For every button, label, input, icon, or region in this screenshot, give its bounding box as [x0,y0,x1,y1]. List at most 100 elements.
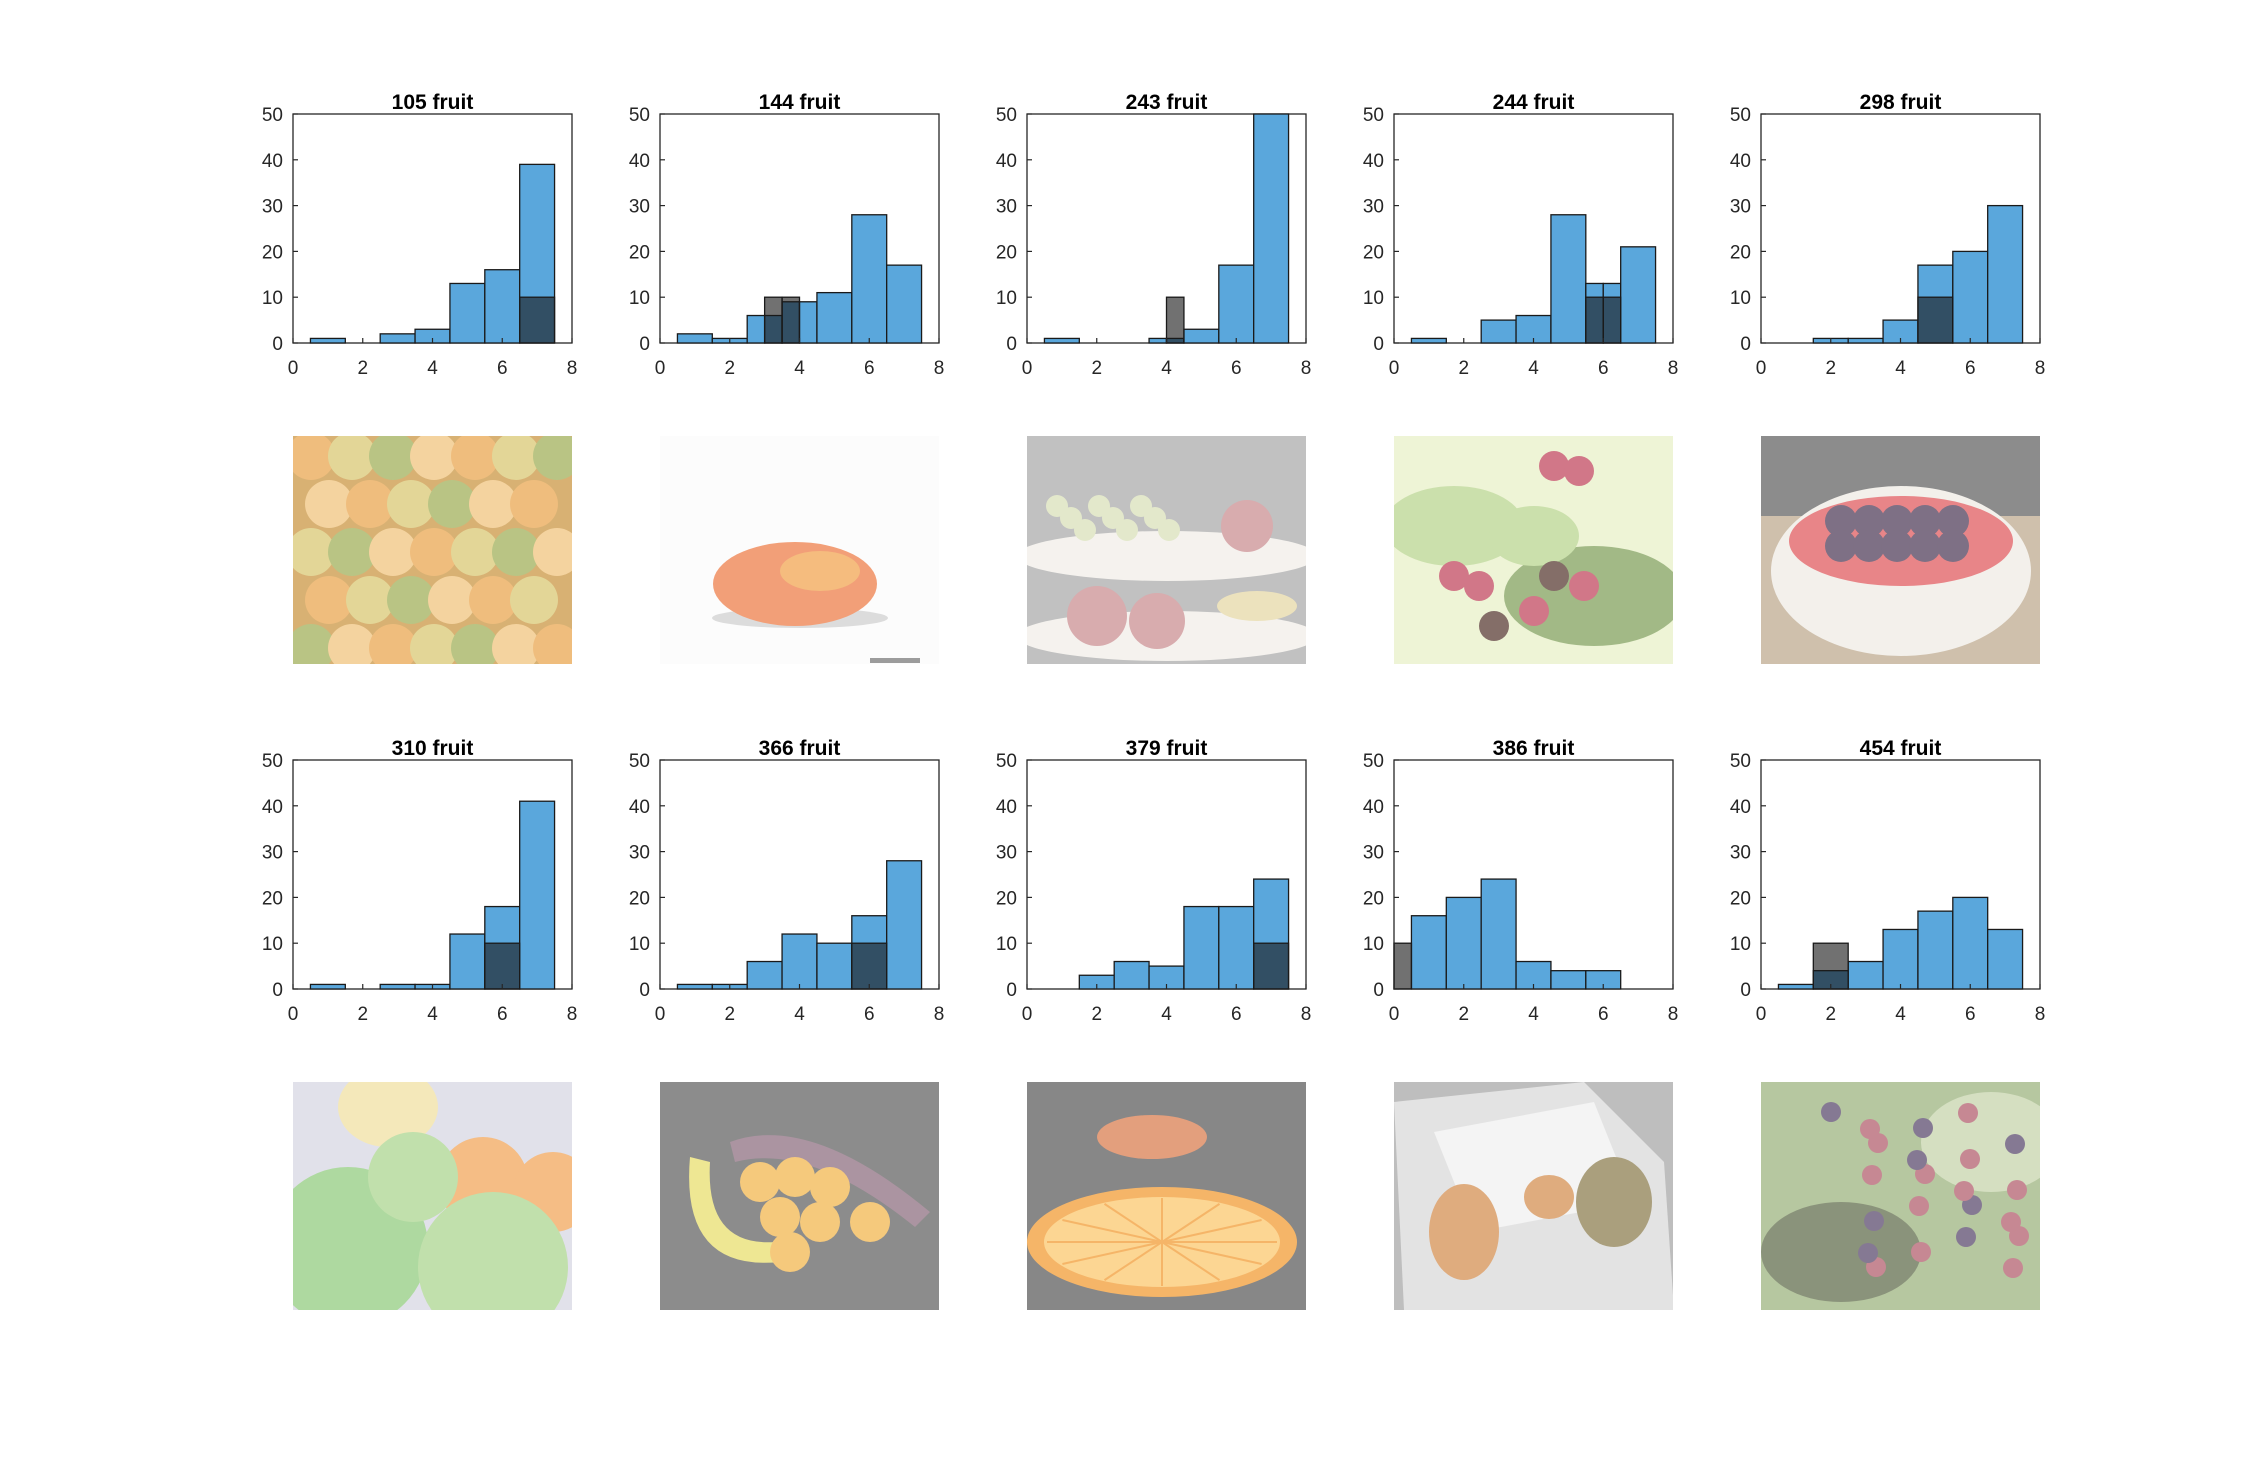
bar-3 [1480,319,1517,344]
x-tick-label: 2 [1091,358,1102,379]
histogram-bars [1777,896,2024,990]
x-tick-label: 4 [794,1004,805,1025]
y-tick-label: 30 [1363,197,1384,218]
bar-1 [1777,983,1814,990]
y-tick-label: 30 [629,843,650,864]
y-tick-label: 50 [996,751,1017,772]
fruit-photo-6 [293,1082,572,1310]
y-tick-label: 0 [1740,334,1751,355]
bar-6 [1218,905,1255,990]
bar-6 [1183,328,1220,344]
x-tick-label: 2 [1458,1004,1469,1025]
y-tick-label: 40 [1730,797,1751,818]
histogram-bars [1043,113,1290,344]
y-tick-label: 30 [629,197,650,218]
y-tick-label: 0 [1373,334,1384,355]
y-tick-label: 50 [629,751,650,772]
fruit-photo-2 [660,436,939,664]
x-tick-label: 2 [357,1004,368,1025]
bar-4 [1480,878,1517,990]
bar-3 [379,983,416,990]
bar-1 [676,333,713,344]
y-tick-label: 10 [629,934,650,955]
histogram-panel-7: 0 2 4 6 8 0 10 20 30 40 50 366 fruit [629,737,944,1025]
y-tick-label: 20 [996,242,1017,263]
x-tick-label: 6 [1598,358,1609,379]
overlay-bar-6 [484,942,521,990]
y-tick-label: 40 [1363,151,1384,172]
bar-5 [1917,910,1954,990]
y-tick-label: 40 [1363,797,1384,818]
panel-title: 454 fruit [1860,737,1942,760]
y-tick-label: 30 [996,843,1017,864]
y-tick-label: 30 [1730,843,1751,864]
bar-1 [309,983,346,990]
bar-9 [886,264,923,344]
y-tick-label: 20 [1730,242,1751,263]
y-tick-label: 40 [629,797,650,818]
y-tick-label: 0 [272,980,283,1001]
y-tick-label: 10 [262,288,283,309]
x-tick-label: 8 [934,358,945,379]
bar-7 [1987,928,2024,990]
y-tick-label: 0 [1373,980,1384,1001]
overlay-bar-7 [1602,296,1622,344]
histogram-panel-10: 0 2 4 6 8 0 10 20 30 40 50 454 fruit [1730,737,2045,1025]
bar-1 [676,983,713,990]
histogram-panel-8: 0 2 4 6 8 0 10 20 30 40 50 379 fruit [996,737,1311,1025]
bar-4 [1148,337,1168,344]
overlay-bar-1 [1393,942,1413,990]
bar-5 [449,933,486,990]
panel-title: 243 fruit [1126,91,1208,114]
bar-1 [1410,337,1447,344]
y-tick-label: 10 [996,934,1017,955]
histogram-panel-6: 0 2 4 6 8 0 10 20 30 40 50 310 fruit [262,737,577,1025]
y-tick-label: 0 [272,334,283,355]
y-tick-label: 40 [1730,151,1751,172]
bar-7 [519,800,556,990]
x-tick-label: 6 [864,1004,875,1025]
bar-3 [1445,896,1482,990]
x-tick-label: 8 [1301,358,1312,379]
overlay-bar-7 [1253,942,1290,990]
x-tick-label: 8 [1668,1004,1679,1025]
x-tick-label: 6 [497,358,508,379]
histogram-panel-2: 0 2 4 6 8 0 10 20 30 40 50 144 fruit [629,91,944,379]
y-tick-label: 50 [262,105,283,126]
bar-4 [1882,928,1919,990]
panel-title: 144 fruit [759,91,841,114]
overlay-bar-2 [1812,942,1849,990]
histogram-bars [1812,204,2024,344]
x-tick-label: 2 [1091,1004,1102,1025]
y-tick-label: 30 [262,197,283,218]
y-tick-label: 20 [1730,888,1751,909]
histogram-panel-4: 0 2 4 6 8 0 10 20 30 40 50 244 fruit [1363,91,1678,379]
overlay-bar-5 [1165,296,1185,344]
bar-3 [746,314,766,344]
fruit-photo-1 [293,436,572,664]
fruit-photo-4 [1394,436,1673,664]
y-tick-label: 30 [1363,843,1384,864]
x-tick-label: 0 [1389,358,1400,379]
x-tick-label: 6 [1598,1004,1609,1025]
histogram-bars [1410,214,1657,344]
panel-title: 366 fruit [759,737,841,760]
panel-title: 244 fruit [1493,91,1575,114]
histogram-panel-9: 0 2 4 6 8 0 10 20 30 40 50 386 fruit [1363,737,1678,1025]
y-tick-label: 20 [996,888,1017,909]
x-tick-label: 2 [1825,1004,1836,1025]
y-tick-label: 30 [1730,197,1751,218]
x-tick-label: 6 [1965,1004,1976,1025]
bar-5 [1550,214,1587,344]
bar-5 [449,282,486,344]
bar-6 [484,269,521,344]
bar-7 [1987,204,2024,344]
y-tick-label: 0 [1006,334,1017,355]
fruit-photo-10 [1761,1082,2040,1310]
x-tick-label: 4 [1895,358,1906,379]
overlay-bar-4 [763,296,783,344]
x-tick-label: 8 [1668,358,1679,379]
bar-8 [851,214,888,344]
y-tick-label: 50 [1363,105,1384,126]
y-tick-label: 10 [629,288,650,309]
